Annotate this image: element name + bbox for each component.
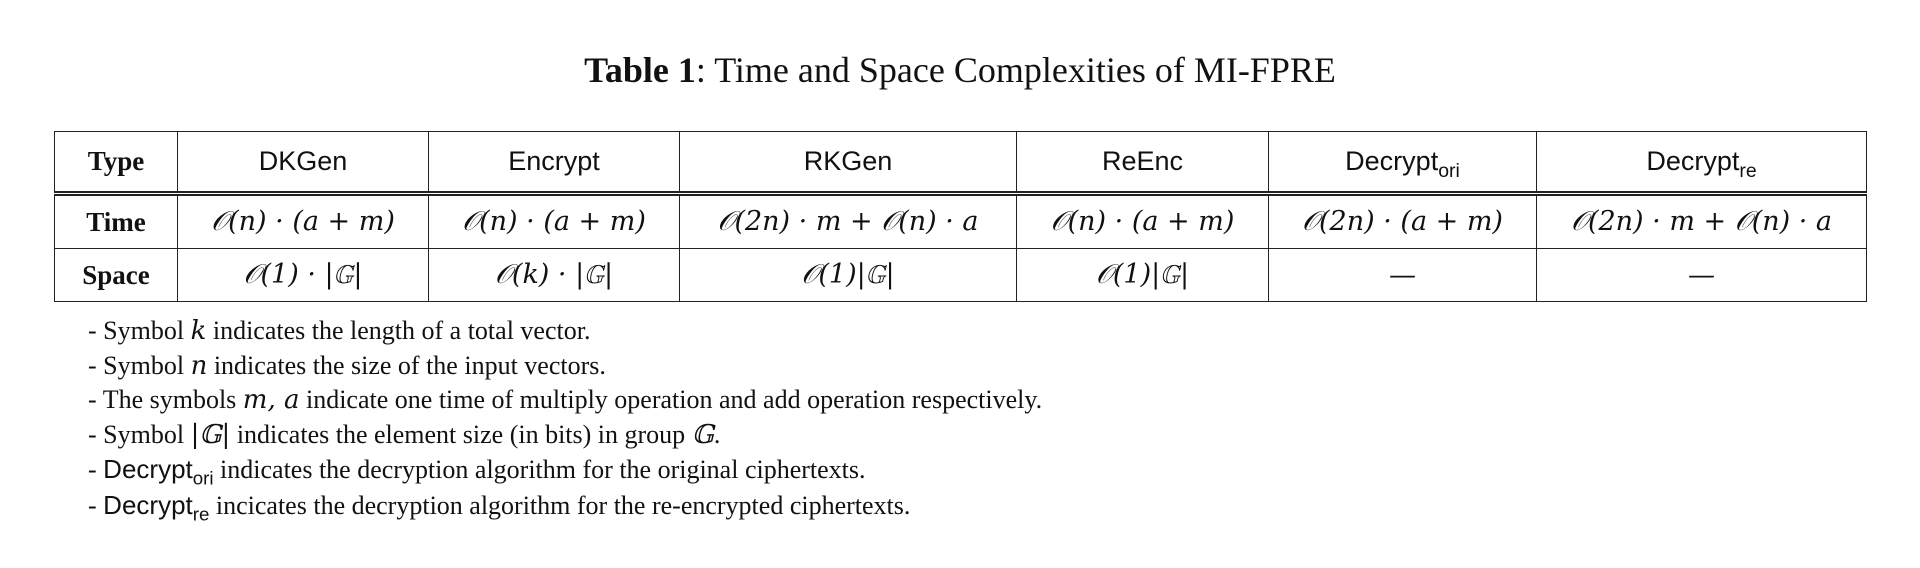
note-decrypt-ori-pre: - xyxy=(88,455,104,484)
caption-label: Table 1 xyxy=(584,50,696,90)
note-n-text: indicates the size of the input vectors. xyxy=(207,350,606,380)
space-rkgen: 𝒪(1)|𝔾| xyxy=(679,248,1017,302)
header-rkgen: RKGen xyxy=(679,131,1017,196)
header-decrypt-ori: Decryptori xyxy=(1268,131,1537,196)
header-dkgen: DKGen xyxy=(177,131,429,196)
note-decrypt-re-base: Decrypt xyxy=(103,489,193,520)
note-k-text: indicates the length of a total vector. xyxy=(206,316,591,345)
note-k-pre: - Symbol xyxy=(88,316,191,345)
time-label: Time xyxy=(54,193,178,249)
note-n-symbol: n xyxy=(190,350,208,381)
note-group-post: . xyxy=(713,419,721,449)
space-reenc: 𝒪(1)|𝔾| xyxy=(1016,248,1269,302)
space-dkgen: 𝒪(1) · |𝔾| xyxy=(177,248,429,302)
header-decrypt-re: Decryptre xyxy=(1536,131,1867,196)
complexity-table-wrapper: Type DKGen Encrypt RKGen ReEnc Decryptor… xyxy=(54,131,1867,302)
header-decrypt-ori-sub: ori xyxy=(1438,159,1460,182)
table-notes: - Symbol k indicates the length of a tot… xyxy=(88,314,1042,523)
note-ma-symbol: m, a xyxy=(242,385,300,415)
note-k-symbol: k xyxy=(190,316,207,346)
note-group-symbol: |𝔾| xyxy=(190,419,231,450)
header-reenc: ReEnc xyxy=(1016,131,1269,196)
note-n: - Symbol n indicates the size of the inp… xyxy=(88,349,1042,384)
header-decrypt-re-base: Decrypt xyxy=(1646,146,1740,176)
space-decrypt-re: — xyxy=(1536,248,1867,302)
note-ma-pre: - The symbols xyxy=(88,385,243,414)
note-decrypt-re: - Decryptre incicates the decryption alg… xyxy=(88,488,1042,524)
note-decrypt-ori-text: indicates the decryption algorithm for t… xyxy=(213,455,866,484)
header-row: Type DKGen Encrypt RKGen ReEnc Decryptor… xyxy=(54,131,1867,196)
note-ma: - The symbols m, a indicate one time of … xyxy=(88,383,1042,418)
note-group-symbol2: 𝔾 xyxy=(691,419,714,450)
space-row: Space 𝒪(1) · |𝔾| 𝒪(k) · |𝔾| 𝒪(1)|𝔾| 𝒪(1)… xyxy=(54,248,1867,302)
complexity-table: Type DKGen Encrypt RKGen ReEnc Decryptor… xyxy=(54,131,1867,302)
space-label: Space xyxy=(54,248,178,302)
header-type: Type xyxy=(54,131,178,196)
time-row: Time 𝒪(n) · (a + m) 𝒪(n) · (a + m) 𝒪(2n)… xyxy=(54,193,1867,249)
table-caption: Table 1: Time and Space Complexities of … xyxy=(0,48,1920,92)
note-decrypt-re-pre: - xyxy=(88,490,104,520)
space-encrypt: 𝒪(k) · |𝔾| xyxy=(428,248,680,302)
time-reenc: 𝒪(n) · (a + m) xyxy=(1016,193,1269,249)
header-encrypt: Encrypt xyxy=(428,131,680,196)
caption-text: : Time and Space Complexities of MI-FPRE xyxy=(695,50,1336,90)
note-group-pre: - Symbol xyxy=(88,419,191,449)
header-decrypt-re-sub: re xyxy=(1739,159,1757,182)
time-dkgen: 𝒪(n) · (a + m) xyxy=(177,193,429,249)
note-k: - Symbol k indicates the length of a tot… xyxy=(88,314,1042,349)
note-ma-text: indicate one time of multiply operation … xyxy=(299,385,1043,414)
space-decrypt-ori: — xyxy=(1268,248,1537,302)
note-group: - Symbol |𝔾| indicates the element size … xyxy=(88,418,1042,453)
note-decrypt-ori: - Decryptori indicates the decryption al… xyxy=(88,452,1042,488)
note-n-pre: - Symbol xyxy=(88,350,191,380)
note-decrypt-ori-sub: ori xyxy=(192,467,214,489)
note-decrypt-re-text: incicates the decryption algorithm for t… xyxy=(209,490,911,520)
note-decrypt-re-sub: re xyxy=(192,503,210,525)
note-group-mid: indicates the element size (in bits) in … xyxy=(230,419,692,449)
time-rkgen: 𝒪(2n) · m + 𝒪(n) · a xyxy=(679,193,1017,249)
time-encrypt: 𝒪(n) · (a + m) xyxy=(428,193,680,249)
time-decrypt-ori: 𝒪(2n) · (a + m) xyxy=(1268,193,1537,249)
header-decrypt-ori-base: Decrypt xyxy=(1345,146,1439,176)
note-decrypt-ori-base: Decrypt xyxy=(103,454,193,484)
time-decrypt-re: 𝒪(2n) · m + 𝒪(n) · a xyxy=(1536,193,1867,249)
